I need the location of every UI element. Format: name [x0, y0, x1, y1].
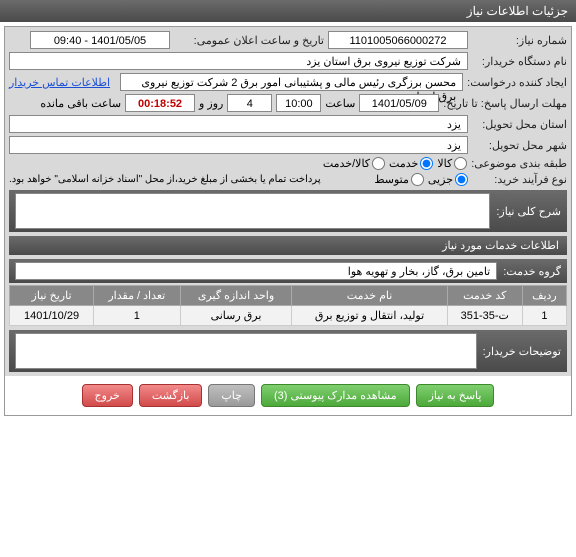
label-time-word: ساعت [325, 97, 355, 110]
cell-date: 1401/10/29 [10, 306, 94, 326]
general-desc-row: شرح کلی نیاز: نصب،تبدیل وجابجایی 6 دستگا… [9, 190, 567, 232]
radio-minor[interactable]: جزیی [428, 173, 468, 186]
row-deadline: مهلت ارسال پاسخ: تا تاریخ: 1401/05/09 سا… [9, 94, 567, 112]
radio-goods[interactable]: کالا [437, 157, 467, 170]
form-area: شماره نیاز: 1101005066000272 تاریخ و ساع… [5, 27, 571, 376]
back-button[interactable]: بازگشت [139, 384, 203, 407]
subject-type-group: کالا خدمت کالا/خدمت [323, 157, 467, 170]
label-day-word: روز و [199, 97, 223, 110]
field-buyer-org: شرکت توزیع نیروی برق استان یزد [9, 52, 468, 70]
services-table: ردیف کد خدمت نام خدمت واحد اندازه گیری ت… [9, 285, 567, 326]
field-general-desc: نصب،تبدیل وجابجایی 6 دستگاه ترانس جهت رف… [15, 193, 490, 229]
cell-code: ت-35-351 [447, 306, 522, 326]
table-header-row: ردیف کد خدمت نام خدمت واحد اندازه گیری ت… [10, 286, 567, 306]
respond-button[interactable]: پاسخ به نیاز [416, 384, 495, 407]
row-process-type: نوع فرآیند خرید: جزیی متوسط پرداخت تمام … [9, 173, 567, 186]
radio-service[interactable]: خدمت [389, 157, 433, 170]
radio-both[interactable]: کالا/خدمت [323, 157, 385, 170]
label-buyer-org: نام دستگاه خریدار: [472, 55, 567, 68]
field-deadline-date: 1401/05/09 [359, 94, 439, 112]
label-city: شهر محل تحویل: [472, 139, 567, 152]
field-service-group: تامین برق، گاز، بخار و تهویه هوا [15, 262, 497, 280]
label-need-no: شماره نیاز: [472, 34, 567, 47]
label-creator: ایجاد کننده درخواست: [467, 76, 567, 89]
th-qty: تعداد / مقدار [94, 286, 180, 306]
row-subject-type: طبقه بندی موضوعی: کالا خدمت کالا/خدمت [9, 157, 567, 170]
label-province: استان محل تحویل: [472, 118, 567, 131]
cell-qty: 1 [94, 306, 180, 326]
field-creator: محسن برزگری رئیس مالی و پشتیبانی امور بر… [120, 73, 463, 91]
field-datetime: 1401/05/05 - 09:40 [30, 31, 170, 49]
row-province: استان محل تحویل: یزد [9, 115, 567, 133]
th-name: نام خدمت [292, 286, 447, 306]
label-general-desc: شرح کلی نیاز: [496, 205, 561, 218]
main-panel: شماره نیاز: 1101005066000272 تاریخ و ساع… [4, 26, 572, 416]
label-service-group: گروه خدمت: [503, 265, 561, 278]
contact-link[interactable]: اطلاعات تماس خریدار [9, 76, 110, 89]
th-unit: واحد اندازه گیری [180, 286, 292, 306]
process-type-group: جزیی متوسط [374, 173, 468, 186]
services-section-head: اطلاعات خدمات مورد نیاز [9, 236, 567, 255]
label-remaining: ساعت باقی مانده [40, 97, 121, 110]
cell-name: تولید، انتقال و توزیع برق [292, 306, 447, 326]
cell-row: 1 [522, 306, 566, 326]
th-code: کد خدمت [447, 286, 522, 306]
label-deadline: مهلت ارسال پاسخ: تا تاریخ: [443, 97, 567, 110]
exit-button[interactable]: خروج [82, 384, 133, 407]
row-creator: ایجاد کننده درخواست: محسن برزگری رئیس ما… [9, 73, 567, 91]
pay-note: پرداخت تمام یا بخشی از مبلغ خرید،از محل … [9, 174, 321, 185]
row-need-number: شماره نیاز: 1101005066000272 تاریخ و ساع… [9, 31, 567, 49]
field-countdown: 00:18:52 [125, 94, 195, 112]
th-row: ردیف [522, 286, 566, 306]
field-province: یزد [9, 115, 468, 133]
radio-medium[interactable]: متوسط [374, 173, 424, 186]
buyer-notes-row: توضیحات خریدار: نصب،تبدیل وجابجایی 6 دست… [9, 330, 567, 372]
label-buyer-notes: توضیحات خریدار: [483, 345, 561, 358]
row-city: شهر محل تحویل: یزد [9, 136, 567, 154]
label-datetime: تاریخ و ساعت اعلان عمومی: [174, 34, 324, 47]
print-button[interactable]: چاپ [208, 384, 255, 407]
window-title: جزئیات اطلاعات نیاز [0, 0, 576, 22]
field-need-no: 1101005066000272 [328, 31, 468, 49]
th-date: تاریخ نیاز [10, 286, 94, 306]
cell-unit: برق رسانی [180, 306, 292, 326]
table-row[interactable]: 1 ت-35-351 تولید، انتقال و توزیع برق برق… [10, 306, 567, 326]
field-deadline-time: 10:00 [276, 94, 321, 112]
label-process-type: نوع فرآیند خرید: [472, 173, 567, 186]
field-days-left: 4 [227, 94, 272, 112]
row-buyer-org: نام دستگاه خریدار: شرکت توزیع نیروی برق … [9, 52, 567, 70]
attachments-button[interactable]: مشاهده مدارک پیوستی (3) [261, 384, 410, 407]
field-city: یزد [9, 136, 468, 154]
label-subject-type: طبقه بندی موضوعی: [471, 157, 567, 170]
field-buyer-notes: نصب،تبدیل وجابجایی 6 دستگاه ترانس جهت رف… [15, 333, 477, 369]
button-row: پاسخ به نیاز مشاهده مدارک پیوستی (3) چاپ… [5, 376, 571, 415]
service-group-row: گروه خدمت: تامین برق، گاز، بخار و تهویه … [9, 259, 567, 283]
